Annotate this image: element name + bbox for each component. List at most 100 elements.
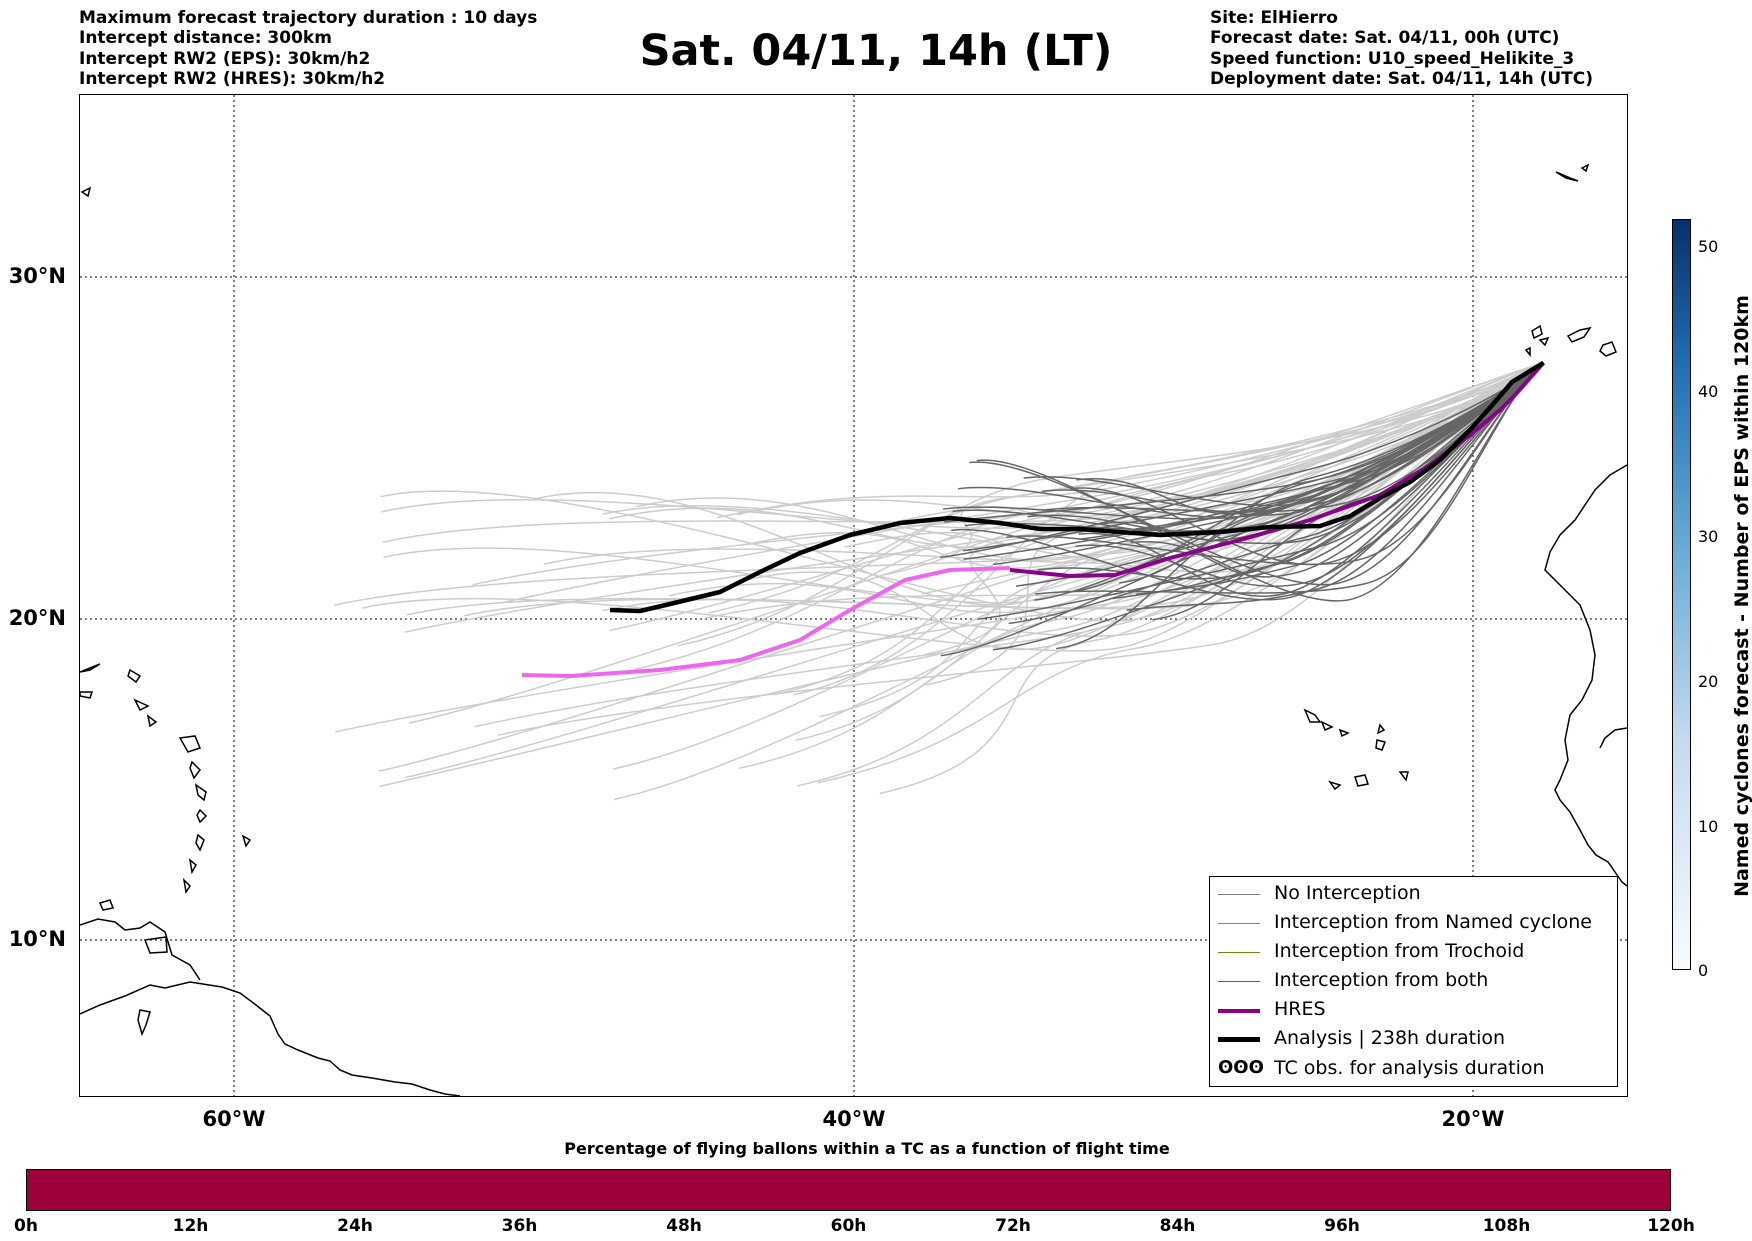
canary-island: [1524, 346, 1531, 358]
legend-swatch: [1218, 952, 1260, 953]
flight-time-tick: 36h: [501, 1216, 538, 1236]
antilles-island: [194, 783, 207, 802]
header-left-line: Maximum forecast trajectory duration : 1…: [79, 8, 538, 28]
legend: No Interception Interception from Named …: [1209, 876, 1618, 1087]
eps-trajectories: [334, 362, 1545, 801]
analysis-trajectory: [609, 360, 1545, 614]
flight-time-tick: 120h: [1647, 1216, 1695, 1236]
eps-trajectory: [335, 362, 1544, 733]
hres-trajectory: [1009, 361, 1545, 578]
legend-swatch: [1218, 981, 1260, 982]
eps-trajectory: [1076, 362, 1544, 515]
coast-island: [98, 899, 115, 911]
eps-trajectory: [969, 362, 1544, 586]
antilles-island: [133, 698, 150, 712]
main-trajectories: [521, 360, 1545, 678]
coast-island: [137, 1009, 151, 1037]
legend-label: Interception from both: [1274, 969, 1489, 991]
eps-trajectory: [534, 362, 1544, 606]
legend-label: No Interception: [1274, 882, 1421, 904]
eps-colorbar: [1672, 219, 1691, 970]
legend-label: HRES: [1274, 998, 1326, 1020]
eps-trajectory: [844, 362, 1544, 551]
colorbar-tick: 40: [1698, 382, 1719, 401]
eps-trajectory: [793, 362, 1544, 696]
flight-time-tick: 12h: [172, 1216, 209, 1236]
colorbar-tick: 10: [1698, 817, 1719, 836]
eps-trajectory: [887, 362, 1544, 525]
legend-swatch: [1218, 1009, 1260, 1013]
header-left-line: Intercept RW2 (HRES): 30km/h2: [79, 68, 386, 89]
antilles-island: [195, 833, 205, 852]
antilles-island: [182, 877, 191, 894]
graticule: [80, 95, 1627, 1096]
lon-label-40w: 40°W: [822, 1107, 886, 1131]
lat-label-30n: 30°N: [8, 264, 66, 288]
legend-item-analysis: Analysis | 238h duration: [1210, 1026, 1617, 1055]
africa-coast: [1599, 727, 1627, 749]
eps-trajectory: [636, 362, 1544, 562]
antilles-island: [80, 663, 101, 673]
antilles-island: [80, 691, 94, 699]
madeira-island: [1555, 171, 1579, 182]
legend-item-hres: HRES: [1210, 997, 1617, 1026]
eps-trajectory: [382, 362, 1544, 543]
canary-island: [1599, 341, 1617, 357]
legend-label: TC obs. for analysis duration: [1274, 1057, 1545, 1079]
eps-trajectory: [795, 362, 1544, 742]
cape-verde-island: [1376, 723, 1386, 735]
antilles-island: [80, 186, 92, 198]
legend-item-no-interception: No Interception: [1210, 881, 1617, 910]
flight-time-tick: 24h: [337, 1216, 373, 1236]
canary-island: [1538, 336, 1550, 347]
hres-trajectory-early: [521, 566, 1011, 678]
flight-time-tick: 96h: [1324, 1216, 1360, 1236]
legend-item-named-cyclone: Interception from Named cyclone: [1210, 910, 1617, 939]
legend-item-both: Interception from both: [1210, 968, 1617, 997]
antilles-island: [146, 714, 158, 728]
legend-item-tc-obs: ʘʘʘ TC obs. for analysis duration: [1210, 1056, 1617, 1085]
lon-label-20w: 20°W: [1441, 1107, 1505, 1131]
legend-swatch: [1218, 894, 1260, 895]
lon-label-60w: 60°W: [202, 1107, 266, 1131]
cape-verde-island: [1303, 708, 1322, 723]
lat-label-10n: 10°N: [8, 927, 66, 951]
eps-trajectory: [939, 362, 1544, 559]
africa-coast: [1544, 464, 1627, 887]
header-right-line: Site: ElHierro: [1210, 8, 1338, 28]
legend-label: Interception from Trochoid: [1274, 940, 1525, 962]
tc-symbol-icon: ʘʘʘ: [1218, 1057, 1264, 1078]
header-right-line: Speed function: U10_speed_Helikite_3: [1210, 48, 1575, 69]
antilles-island: [189, 760, 201, 780]
canary-island: [1531, 324, 1543, 340]
flight-time-colorbar-title: Percentage of flying ballons within a TC…: [564, 1139, 1170, 1158]
antilles-island: [127, 668, 142, 684]
cape-verde-island: [1320, 720, 1334, 731]
cape-verde-island: [1375, 739, 1386, 751]
madeira-island: [1580, 163, 1590, 173]
eps-trajectory: [609, 362, 1544, 632]
south-america-coast: [80, 981, 461, 1096]
eps-trajectory: [739, 362, 1544, 770]
legend-label: Analysis | 238h duration: [1274, 1027, 1506, 1049]
eps-trajectory: [501, 362, 1544, 604]
eps-trajectory: [1023, 362, 1544, 507]
map-frame: [79, 94, 1628, 1097]
legend-item-trochoid: Interception from Trochoid: [1210, 939, 1617, 968]
flight-time-tick: 72h: [995, 1216, 1031, 1236]
cape-verde-island: [1354, 774, 1369, 787]
eps-trajectory: [976, 362, 1544, 602]
flight-time-tick: 48h: [666, 1216, 702, 1236]
header-right-line: Deployment date: Sat. 04/11, 14h (UTC): [1210, 68, 1594, 89]
colorbar-label: Named cyclones forecast - Number of EPS …: [1731, 295, 1752, 897]
colorbar-tick: 0: [1698, 961, 1709, 980]
eps-trajectory: [406, 362, 1544, 616]
map-title: Sat. 04/11, 14h (LT): [639, 26, 1113, 76]
eps-trajectory: [602, 362, 1544, 637]
flight-time-colorbar: [26, 1169, 1671, 1211]
cape-verde-island: [1328, 780, 1342, 791]
antilles-island: [196, 808, 208, 824]
antilles-island: [178, 735, 202, 753]
eps-trajectory: [957, 362, 1544, 519]
